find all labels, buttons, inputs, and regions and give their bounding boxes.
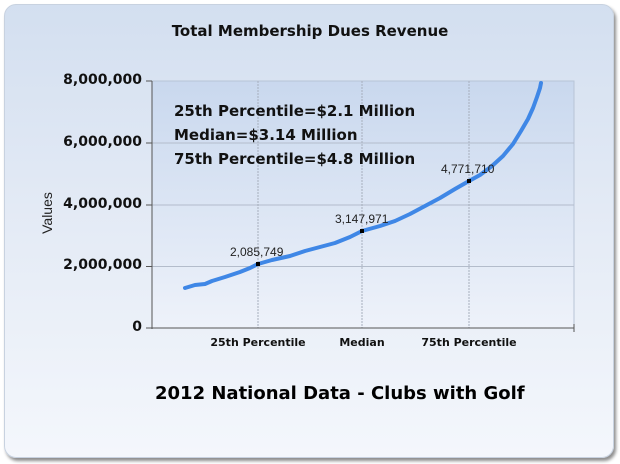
v-gridlines — [257, 81, 470, 328]
y-tick-8m: 8,000,000 — [63, 72, 142, 88]
x-tick-median: Median — [339, 336, 385, 349]
y-tick-6m: 6,000,000 — [63, 134, 142, 150]
marker-25th — [256, 262, 260, 266]
chart-subtitle: 2012 National Data - Clubs with Golf — [155, 383, 525, 404]
marker-median — [360, 229, 364, 233]
chart-title: Total Membership Dues Revenue — [171, 22, 449, 40]
y-tick-0: 0 — [132, 319, 142, 335]
axes — [146, 80, 575, 332]
point-label-25th: 2,085,749 — [230, 245, 284, 259]
data-line — [183, 81, 543, 290]
point-label-75th: 4,771,710 — [441, 162, 495, 176]
y-tick-2m: 2,000,000 — [63, 257, 142, 273]
y-tick-4m: 4,000,000 — [63, 196, 142, 212]
note-median: Median=$3.14 Million — [174, 126, 358, 144]
point-label-median: 3,147,971 — [335, 212, 389, 226]
marker-75th — [467, 179, 471, 183]
note-75th: 75th Percentile=$4.8 Million — [174, 150, 416, 168]
x-tick-75th: 75th Percentile — [421, 336, 517, 349]
h-gridlines — [152, 142, 574, 267]
note-25th: 25th Percentile=$2.1 Million — [174, 102, 416, 120]
x-tick-25th: 25th Percentile — [210, 336, 306, 349]
